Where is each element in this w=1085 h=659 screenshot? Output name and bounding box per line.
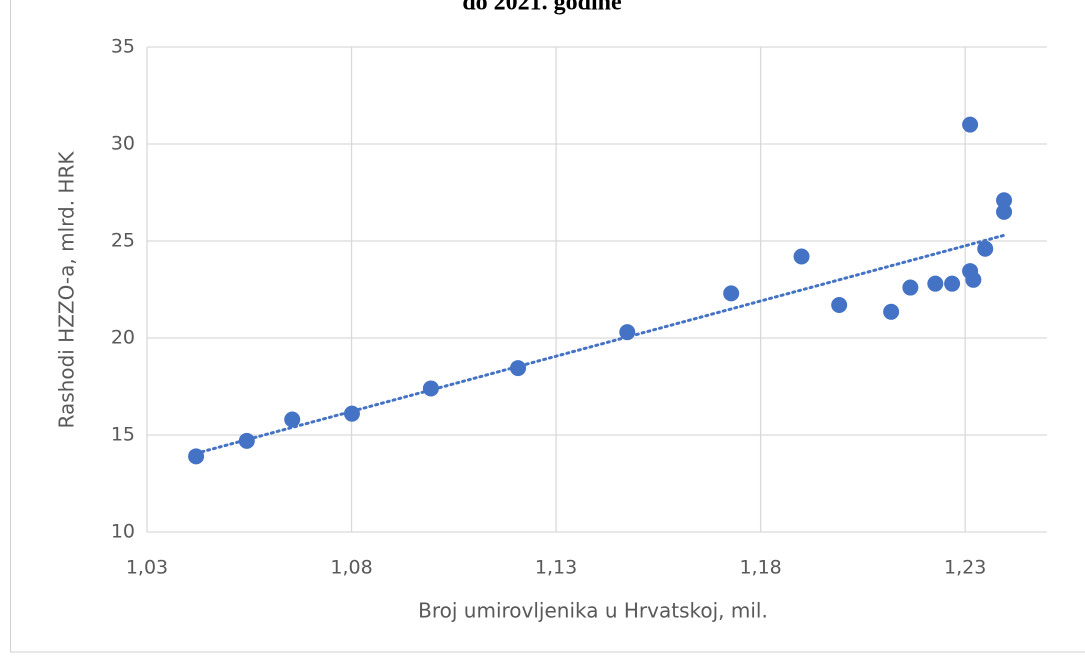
trendline <box>194 233 1006 455</box>
x-tick-label: 1,08 <box>330 557 372 579</box>
y-tick-label: 25 <box>111 230 135 252</box>
point <box>962 116 979 133</box>
point <box>343 405 360 422</box>
frame <box>10 0 1085 653</box>
x-tick-label: 1,23 <box>944 557 986 579</box>
point <box>422 380 439 397</box>
point <box>831 297 848 314</box>
point <box>723 285 740 302</box>
y-tick-label: 20 <box>111 327 135 349</box>
point <box>883 303 900 320</box>
point <box>944 275 961 292</box>
point <box>238 432 255 449</box>
y-tick-label: 10 <box>111 521 135 543</box>
point <box>793 248 810 265</box>
point <box>996 192 1013 209</box>
x-tick-label: 1,18 <box>739 557 781 579</box>
point <box>977 240 994 257</box>
x-axis-title: Broj umirovljenika u Hrvatskoj, mil. <box>418 599 768 623</box>
point <box>510 360 527 377</box>
point <box>927 275 944 292</box>
y-tick-label: 30 <box>111 133 135 155</box>
y-tick-label: 15 <box>111 424 135 446</box>
point <box>996 203 1013 220</box>
y-axis-title: Rashodi HZZO-a, mlrd. HRK <box>55 151 79 429</box>
x-tick-label: 1,03 <box>126 557 168 579</box>
y-tick-label: 35 <box>111 36 135 58</box>
point <box>902 279 919 296</box>
chart-title: do 2021. godine <box>462 0 622 16</box>
point <box>965 271 982 288</box>
x-tick-label: 1,13 <box>535 557 577 579</box>
point <box>188 448 205 465</box>
point <box>619 324 636 341</box>
point <box>284 411 301 428</box>
